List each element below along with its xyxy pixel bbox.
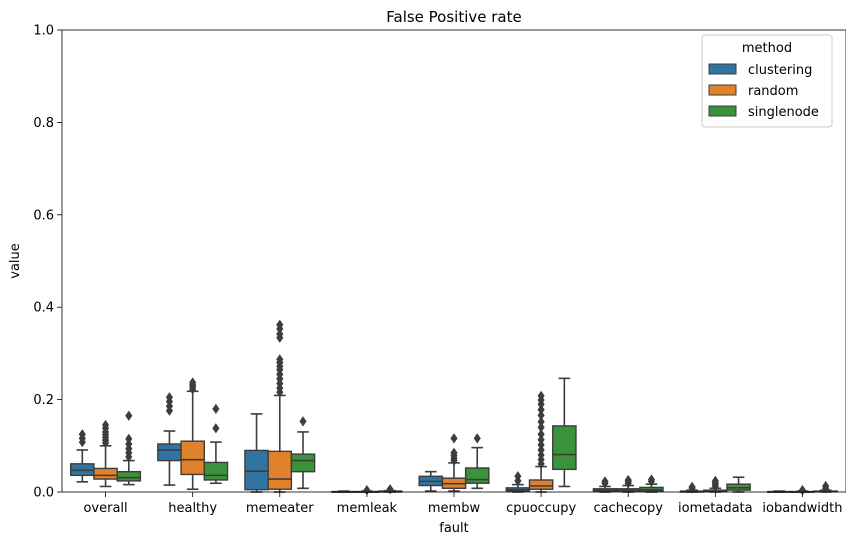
outlier-point — [78, 429, 86, 440]
box-body — [464, 467, 490, 484]
box-body — [290, 453, 316, 473]
outlier-point — [189, 377, 197, 388]
x-tick-label: overall — [83, 501, 127, 516]
outlier-point — [514, 471, 522, 482]
box-singlenode-iometadata — [726, 476, 751, 493]
box-body — [203, 461, 229, 481]
box-singlenode-iobandwidth — [813, 480, 838, 494]
x-tick-label: membw — [428, 501, 481, 516]
outlier-point — [537, 434, 545, 445]
box-singlenode-memeater — [290, 416, 316, 490]
y-tick-label: 1.0 — [33, 24, 54, 39]
box-random-cpuoccupy — [528, 390, 554, 493]
box-body — [93, 467, 118, 480]
box-clustering-membw — [418, 470, 444, 492]
x-tick-label: memleak — [337, 501, 398, 516]
box-random-membw — [441, 433, 467, 492]
box-singlenode-cpuoccupy — [552, 377, 577, 488]
outlier-point — [212, 403, 220, 414]
box-body — [528, 479, 554, 490]
box-random-healthy — [180, 377, 205, 491]
box-layer — [70, 319, 838, 496]
y-tick-label: 0.2 — [33, 393, 54, 408]
y-tick-label: 0.6 — [33, 208, 54, 223]
outlier-point — [537, 410, 545, 421]
box-singlenode-healthy — [203, 403, 229, 485]
outlier-point — [537, 404, 545, 415]
x-axis-label: fault — [439, 521, 469, 536]
box-body — [116, 470, 142, 482]
box-singlenode-overall — [116, 410, 142, 486]
x-tick-label: cpuoccupy — [506, 501, 576, 516]
outlier-point — [711, 475, 719, 487]
legend-label-random: random — [748, 84, 798, 99]
box-body — [244, 449, 269, 491]
legend-swatch-random — [708, 84, 737, 96]
y-tick-label: 0.0 — [33, 486, 54, 501]
box-body — [180, 440, 205, 476]
outlier-point — [537, 422, 545, 433]
box-body — [552, 425, 577, 471]
legend-title: method — [742, 41, 792, 56]
box-singlenode-memleak — [377, 484, 403, 495]
box-random-overall — [93, 419, 118, 488]
chart-title: False Positive rate — [386, 8, 521, 26]
box-clustering-iometadata — [679, 481, 705, 494]
y-axis-label: value — [8, 243, 23, 279]
outlier-point — [276, 354, 284, 365]
y-tick-label: 0.4 — [33, 301, 54, 316]
outlier-point — [537, 416, 545, 427]
legend: method clustering random singlenode — [701, 34, 833, 128]
box-random-iometadata — [703, 475, 728, 493]
outlier-point — [212, 423, 220, 434]
outlier-point — [450, 433, 458, 444]
outlier-point — [450, 447, 458, 458]
box-clustering-memeater — [244, 413, 269, 493]
x-tick-label: iometadata — [678, 501, 753, 516]
outlier-point — [688, 481, 696, 493]
box-clustering-cachecopy — [592, 476, 618, 493]
box-random-cachecopy — [615, 474, 641, 493]
outlier-point — [624, 474, 632, 486]
outlier-point — [125, 433, 133, 444]
outlier-point — [101, 419, 110, 431]
outlier-point — [386, 484, 394, 495]
outlier-point — [473, 433, 481, 444]
box-body — [157, 443, 182, 462]
box-random-memeater — [267, 319, 293, 493]
box-singlenode-membw — [464, 433, 490, 490]
outlier-point — [276, 319, 284, 330]
outlier-point — [165, 392, 174, 403]
legend-label-clustering: clustering — [748, 63, 812, 78]
legend-swatch-singlenode — [708, 105, 737, 117]
box-clustering-overall — [70, 429, 95, 483]
y-axis: 0.0 0.2 0.4 0.6 0.8 1.0 — [33, 24, 62, 501]
box-body — [267, 450, 293, 490]
x-tick-label: healthy — [168, 501, 217, 516]
outlier-point — [537, 390, 545, 402]
x-tick-label: memeater — [246, 501, 314, 516]
outlier-point — [601, 476, 609, 487]
outlier-point — [299, 416, 307, 427]
legend-swatch-clustering — [708, 63, 737, 75]
x-axis: overall healthy memeater memleak membw cpuocc… — [83, 492, 842, 516]
x-tick-label: iobandwidth — [762, 501, 842, 516]
box-singlenode-cachecopy — [639, 474, 664, 493]
legend-frame — [701, 34, 833, 128]
box-clustering-cpuoccupy — [505, 471, 531, 493]
legend-label-singlenode: singlenode — [748, 105, 819, 120]
outlier-point — [125, 410, 133, 421]
outlier-point — [647, 474, 656, 485]
outlier-point — [822, 480, 830, 492]
y-tick-label: 0.8 — [33, 116, 54, 131]
outlier-point — [537, 429, 545, 440]
box-clustering-healthy — [157, 392, 182, 486]
x-tick-label: cachecopy — [593, 501, 663, 516]
